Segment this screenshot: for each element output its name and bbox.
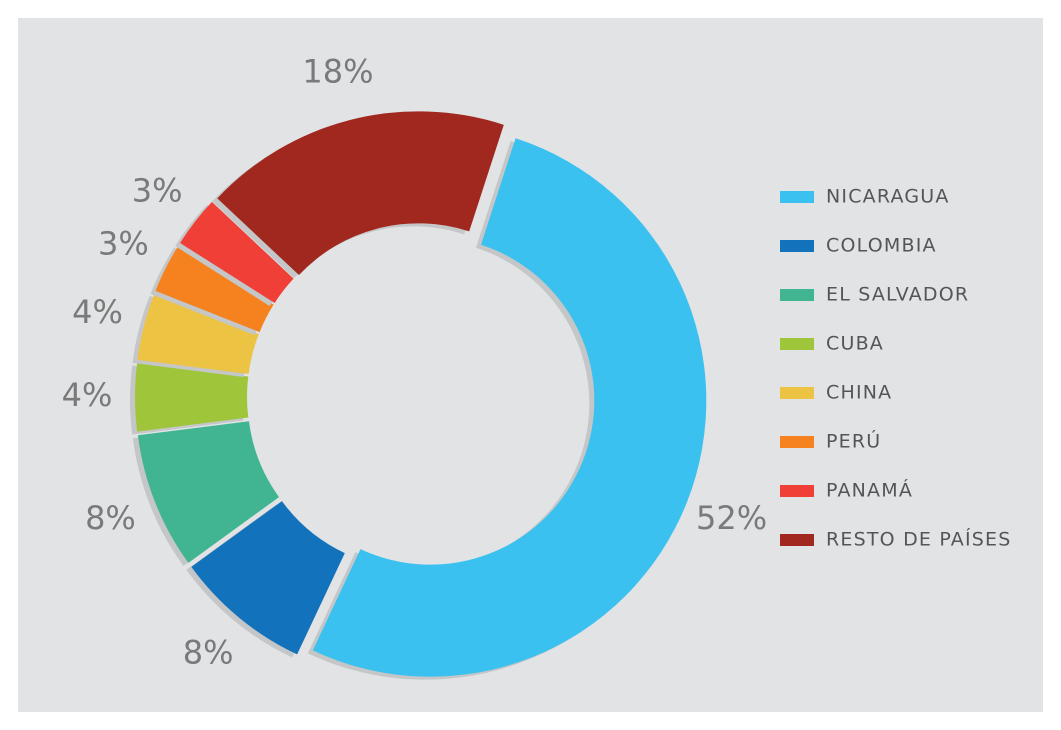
value-label: 52% — [696, 499, 767, 537]
legend-swatch — [780, 436, 814, 448]
legend-swatch — [780, 289, 814, 301]
value-label: 4% — [72, 293, 123, 331]
value-label: 8% — [183, 633, 234, 671]
slice — [217, 111, 504, 276]
legend-label: COLOMBIA — [826, 235, 937, 257]
legend-label: RESTO DE PAÍSES — [826, 528, 1012, 551]
legend-label: CHINA — [826, 382, 892, 404]
slice — [137, 421, 280, 563]
legend-label: PERÚ — [826, 429, 881, 453]
slice — [312, 138, 707, 677]
legend-swatch — [780, 387, 814, 399]
slice — [180, 201, 294, 303]
slice — [191, 501, 345, 655]
slice — [134, 362, 249, 432]
value-label: 8% — [85, 499, 136, 537]
slice — [155, 244, 274, 333]
legend-swatch — [780, 534, 814, 546]
legend-label: NICARAGUA — [826, 186, 950, 208]
legend-label: PANAMÁ — [826, 479, 913, 502]
value-label: 18% — [302, 52, 373, 90]
slice — [137, 292, 259, 374]
legend-swatch — [780, 191, 814, 203]
value-label: 4% — [62, 376, 113, 414]
legend-swatch — [780, 338, 814, 350]
legend-swatch — [780, 240, 814, 252]
legend-label: EL SALVADOR — [826, 284, 969, 306]
value-label: 3% — [132, 171, 183, 209]
legend-label: CUBA — [826, 333, 884, 355]
legend-swatch — [780, 485, 814, 497]
value-label: 3% — [98, 224, 149, 262]
